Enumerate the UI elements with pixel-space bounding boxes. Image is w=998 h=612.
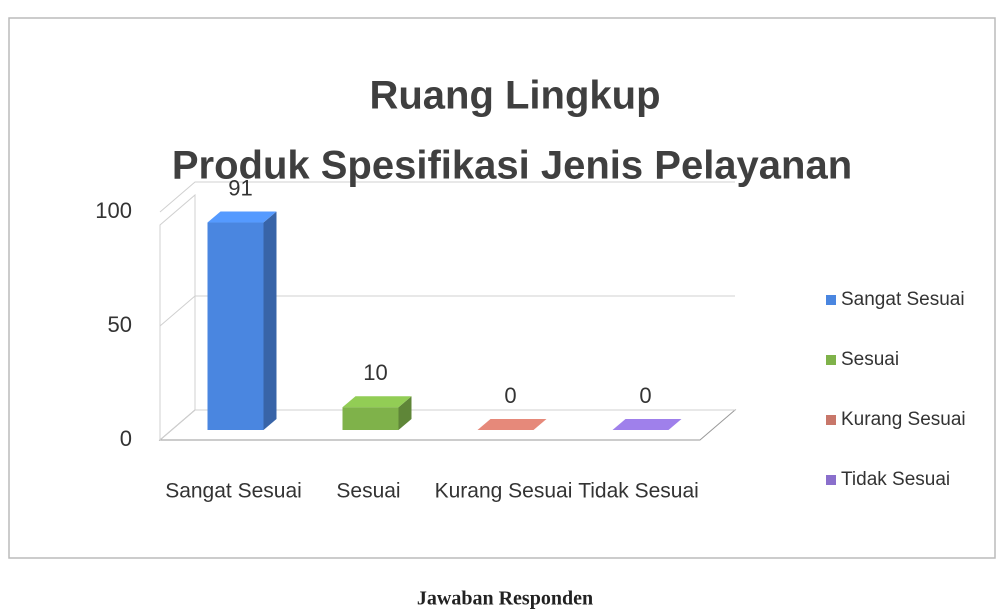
y-tick-label: 50 [108, 312, 132, 337]
bar-top [612, 419, 682, 430]
legend-swatch [826, 475, 836, 485]
bar [342, 407, 399, 430]
data-label: 91 [228, 175, 252, 200]
x-tick-label: Kurang Sesuai [435, 480, 573, 503]
legend-swatch [826, 415, 836, 425]
legend-label: Kurang Sesuai [841, 409, 966, 430]
chart-title: Produk Spesifikasi Jenis Pelayanan [172, 144, 852, 188]
legend-swatch [826, 295, 836, 305]
side-wall [159, 193, 196, 442]
grid-line [159, 295, 735, 327]
grid-line [159, 409, 735, 441]
bar [207, 222, 264, 430]
bar-side [398, 396, 412, 430]
x-tick-label: Sesuai [336, 480, 400, 503]
grid-line [159, 181, 735, 213]
legend-label: Sesuai [841, 349, 899, 370]
legend-label: Tidak Sesuai [841, 469, 950, 490]
bar-top [477, 419, 547, 430]
data-label: 0 [639, 383, 651, 408]
legend-swatch [826, 355, 836, 365]
chart-title: Ruang Lingkup [369, 74, 660, 118]
x-tick-label: Sangat Sesuai [165, 480, 302, 503]
bar-side [263, 211, 277, 430]
caption: Jawaban Responden [417, 588, 593, 610]
data-label: 0 [504, 383, 516, 408]
x-tick-label: Tidak Sesuai [578, 480, 699, 503]
bar-top [207, 211, 277, 223]
legend-label: Sangat Sesuai [841, 289, 965, 310]
y-tick-label: 100 [95, 198, 132, 223]
bar-top [342, 396, 412, 408]
y-tick-label: 0 [120, 426, 132, 451]
data-label: 10 [363, 360, 387, 385]
